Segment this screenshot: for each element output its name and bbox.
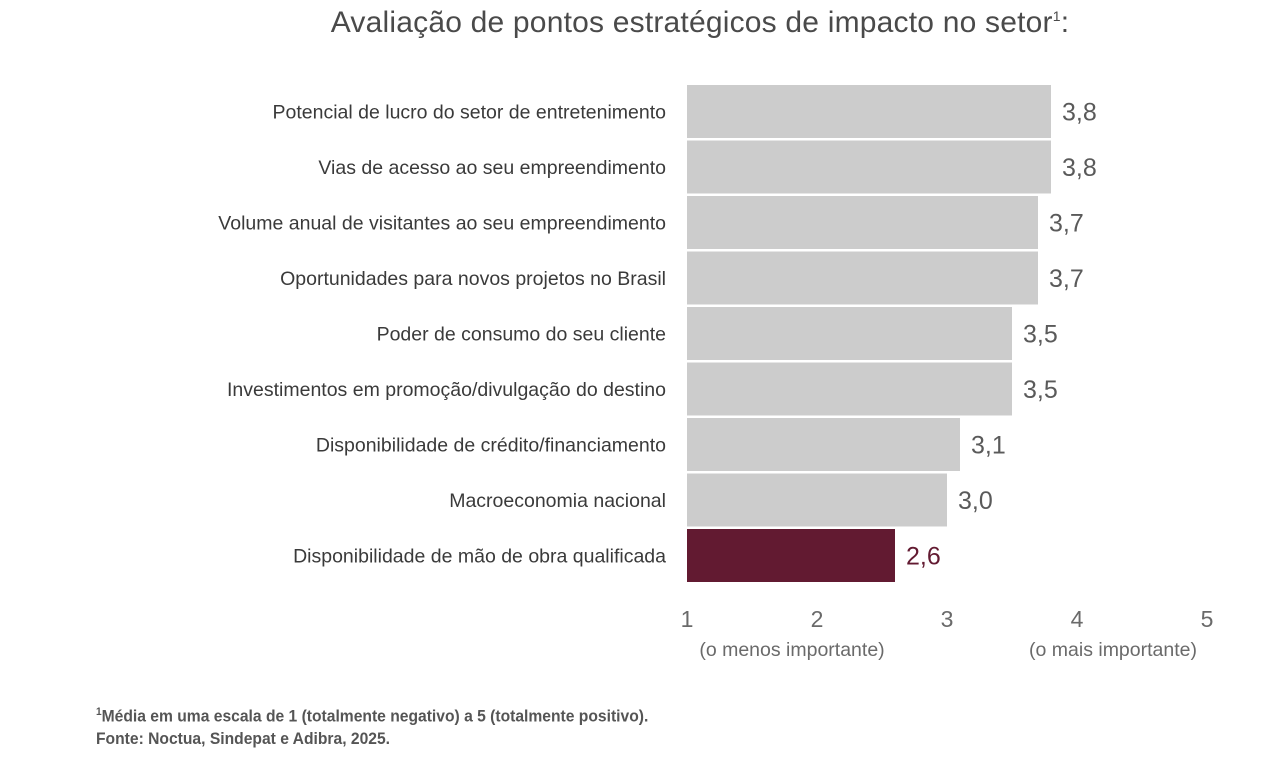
- value-label: 3,7: [1049, 210, 1084, 238]
- x-tick-label: 3: [941, 606, 954, 632]
- category-label: Poder de consumo do seu cliente: [377, 324, 666, 346]
- x-tick-label: 1: [681, 606, 694, 632]
- footnote-line-1: 1Média em uma escala de 1 (totalmente ne…: [96, 701, 648, 728]
- footnote-superscript: 1: [96, 706, 102, 718]
- category-label: Macroeconomia nacional: [449, 490, 666, 512]
- bar: [687, 140, 1051, 194]
- bar: [687, 85, 1051, 138]
- bar-chart: Potencial de lucro do setor de entreteni…: [218, 85, 1214, 661]
- highlighted-bar: [687, 529, 895, 582]
- value-label: 3,0: [958, 487, 993, 515]
- footnote-scale-note: Média em uma escala de 1 (totalmente neg…: [101, 706, 649, 726]
- bar: [687, 362, 1012, 416]
- chart-title-suffix: :: [1060, 6, 1070, 39]
- value-label: 2,6: [906, 543, 941, 571]
- value-label: 3,7: [1049, 265, 1084, 293]
- x-tick-label: 2: [811, 606, 824, 632]
- value-label: 3,1: [971, 432, 1006, 460]
- value-label: 3,5: [1023, 321, 1058, 349]
- bar: [687, 196, 1038, 249]
- chart-title: Avaliação de pontos estratégicos de impa…: [0, 6, 1288, 40]
- x-tick-label: 4: [1071, 606, 1084, 632]
- value-label: 3,8: [1062, 154, 1097, 182]
- footnote-source: Fonte: Noctua, Sindepat e Adibra, 2025.: [96, 728, 391, 748]
- bar: [687, 473, 947, 527]
- x-min-sublabel: (o menos importante): [699, 639, 884, 661]
- category-label: Disponibilidade de crédito/financiamento: [316, 435, 666, 457]
- value-label: 3,8: [1062, 99, 1097, 127]
- x-max-sublabel: (o mais importante): [1029, 639, 1197, 661]
- category-label: Disponibilidade de mão de obra qualifica…: [293, 546, 666, 568]
- value-label: 3,5: [1023, 376, 1058, 404]
- bar: [687, 251, 1038, 305]
- bar: [687, 418, 960, 471]
- chart-title-superscript: 1: [1052, 8, 1061, 24]
- category-label: Potencial de lucro do setor de entreteni…: [273, 102, 667, 124]
- category-label: Investimentos em promoção/divulgação do …: [227, 379, 666, 401]
- category-label: Oportunidades para novos projetos no Bra…: [280, 268, 666, 290]
- category-label: Volume anual de visitantes ao seu empree…: [218, 213, 666, 235]
- chart-title-text: Avaliação de pontos estratégicos de impa…: [330, 6, 1053, 39]
- bar: [687, 307, 1012, 360]
- category-label: Vias de acesso ao seu empreendimento: [318, 157, 666, 179]
- x-tick-label: 5: [1201, 606, 1214, 632]
- footnote: 1Média em uma escala de 1 (totalmente ne…: [96, 701, 648, 750]
